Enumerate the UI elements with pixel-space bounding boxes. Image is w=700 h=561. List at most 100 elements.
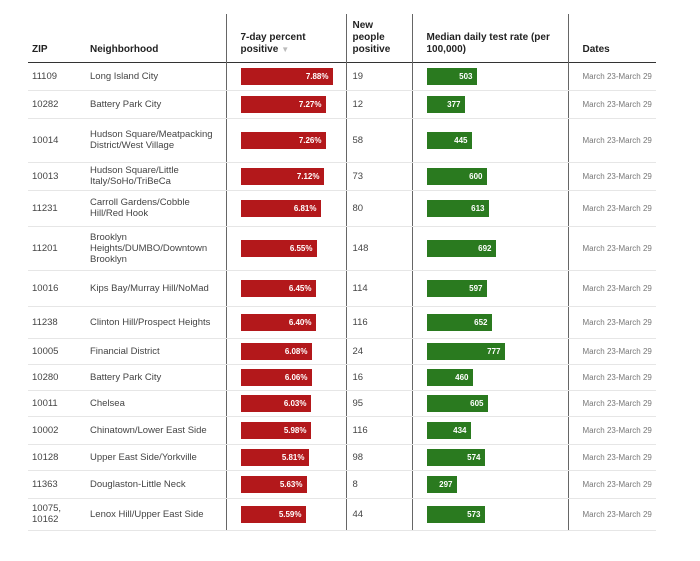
dates-cell: March 23-March 29 <box>567 118 656 163</box>
sort-descending-icon: ▼ <box>281 44 290 54</box>
test-rate-cell: 573 <box>411 498 568 531</box>
test-rate-bar: 573 <box>426 505 485 523</box>
dates-cell: March 23-March 29 <box>567 162 656 191</box>
positive-rate-bar: 6.08% <box>240 342 312 360</box>
header-test-rate[interactable]: Median daily test rate (per 100,000) <box>411 14 568 62</box>
zip-cell: 11231 <box>28 190 86 227</box>
test-rate-cell: 692 <box>411 226 568 271</box>
new-people-cell: 114 <box>345 270 412 307</box>
header-dates[interactable]: Dates <box>567 14 656 62</box>
neighborhood-cell: Carroll Gardens/Cobble Hill/Red Hook <box>86 190 226 227</box>
zip-cell: 10005 <box>28 338 86 365</box>
neighborhood-cell: Brooklyn Heights/DUMBO/Downtown Brooklyn <box>86 226 226 271</box>
positive-cell: 5.59% <box>225 498 346 531</box>
positive-rate-bar: 7.26% <box>240 131 326 149</box>
zip-cell: 10002 <box>28 416 86 445</box>
test-rate-cell: 574 <box>411 444 568 471</box>
positive-rate-bar: 7.12% <box>240 167 324 185</box>
positive-cell: 5.63% <box>225 470 346 499</box>
positive-cell: 6.03% <box>225 390 346 417</box>
positive-cell: 6.40% <box>225 306 346 339</box>
zip-cell: 11201 <box>28 226 86 271</box>
table-header-row: ZIP Neighborhood 7-day percent positive ▼… <box>28 14 656 62</box>
positive-rate-bar: 5.63% <box>240 475 307 493</box>
dates-cell: March 23-March 29 <box>567 338 656 365</box>
neighborhood-cell: Upper East Side/Yorkville <box>86 444 226 471</box>
positive-cell: 6.55% <box>225 226 346 271</box>
header-neighborhood[interactable]: Neighborhood <box>90 43 159 55</box>
new-people-cell: 19 <box>345 62 412 91</box>
table-row: 11109 Long Island City 7.88% 19 503 March 23-… <box>28 62 656 91</box>
positive-cell: 6.81% <box>225 190 346 227</box>
neighborhood-cell: Financial District <box>86 338 226 365</box>
test-rate-cell: 434 <box>411 416 568 445</box>
data-table-container: ZIP Neighborhood 7-day percent positive ▼… <box>28 14 656 531</box>
zip-cell: 10011 <box>28 390 86 417</box>
neighborhood-cell: Chinatown/Lower East Side <box>86 416 226 445</box>
table-row: 10005 Financial District 6.08% 24 777 March 2… <box>28 338 656 365</box>
dates-cell: March 23-March 29 <box>567 270 656 307</box>
new-people-cell: 16 <box>345 364 412 391</box>
test-rate-bar: 613 <box>426 199 489 217</box>
neighborhood-cell: Kips Bay/Murray Hill/NoMad <box>86 270 226 307</box>
header-new-people[interactable]: New people positive <box>345 14 412 62</box>
test-rate-cell: 597 <box>411 270 568 307</box>
test-rate-bar: 777 <box>426 342 505 360</box>
new-people-cell: 8 <box>345 470 412 499</box>
table-row: 10282 Battery Park City 7.27% 12 377 March 23… <box>28 90 656 119</box>
neighborhood-cell: Hudson Square/Meatpacking District/West … <box>86 118 226 163</box>
table-row: 10013 Hudson Square/Little Italy/SoHo/Tri… <box>28 162 656 191</box>
positive-rate-bar: 6.06% <box>240 368 312 386</box>
positive-rate-bar: 6.40% <box>240 313 316 331</box>
table-row: 11363 Douglaston-Little Neck 5.63% 8 297 Marc… <box>28 470 656 499</box>
header-positive[interactable]: 7-day percent positive ▼ <box>225 14 346 62</box>
new-people-cell: 80 <box>345 190 412 227</box>
test-rate-cell: 460 <box>411 364 568 391</box>
neighborhood-cell: Lenox Hill/Upper East Side <box>86 498 226 531</box>
table-body: 11109 Long Island City 7.88% 19 503 March 23-… <box>28 62 656 531</box>
test-rate-bar: 377 <box>426 95 465 113</box>
test-rate-bar: 445 <box>426 131 472 149</box>
dates-cell: March 23-March 29 <box>567 470 656 499</box>
test-rate-cell: 613 <box>411 190 568 227</box>
table-row: 10280 Battery Park City 6.06% 16 460 March 23… <box>28 364 656 391</box>
positive-rate-bar: 6.45% <box>240 279 316 297</box>
test-rate-cell: 297 <box>411 470 568 499</box>
neighborhood-cell: Long Island City <box>86 62 226 91</box>
zip-cell: 11109 <box>28 62 86 91</box>
zip-cell: 10280 <box>28 364 86 391</box>
positive-cell: 6.08% <box>225 338 346 365</box>
dates-cell: March 23-March 29 <box>567 390 656 417</box>
table-row: 10014 Hudson Square/Meatpacking District/… <box>28 118 656 163</box>
neighborhood-cell: Chelsea <box>86 390 226 417</box>
neighborhood-cell: Douglaston-Little Neck <box>86 470 226 499</box>
test-rate-cell: 605 <box>411 390 568 417</box>
dates-cell: March 23-March 29 <box>567 306 656 339</box>
new-people-cell: 98 <box>345 444 412 471</box>
dates-cell: March 23-March 29 <box>567 90 656 119</box>
new-people-cell: 95 <box>345 390 412 417</box>
new-people-cell: 116 <box>345 416 412 445</box>
dates-cell: March 23-March 29 <box>567 62 656 91</box>
zip-cell: 10014 <box>28 118 86 163</box>
positive-cell: 5.98% <box>225 416 346 445</box>
test-rate-bar: 600 <box>426 167 487 185</box>
header-zip[interactable]: ZIP <box>32 43 48 55</box>
new-people-cell: 148 <box>345 226 412 271</box>
test-rate-bar: 597 <box>426 279 487 297</box>
test-rate-bar: 652 <box>426 313 492 331</box>
table-row: 10016 Kips Bay/Murray Hill/NoMad 6.45% 114 5… <box>28 270 656 307</box>
new-people-cell: 73 <box>345 162 412 191</box>
test-rate-cell: 600 <box>411 162 568 191</box>
test-rate-bar: 434 <box>426 421 471 439</box>
test-rate-cell: 377 <box>411 90 568 119</box>
positive-cell: 5.81% <box>225 444 346 471</box>
test-rate-bar: 503 <box>426 67 477 85</box>
positive-rate-bar: 5.98% <box>240 421 311 439</box>
dates-cell: March 23-March 29 <box>567 190 656 227</box>
zip-positivity-table: ZIP Neighborhood 7-day percent positive ▼… <box>28 14 656 531</box>
new-people-cell: 116 <box>345 306 412 339</box>
dates-cell: March 23-March 29 <box>567 416 656 445</box>
table-row: 10075, 10162 Lenox Hill/Upper East Side 5.… <box>28 498 656 531</box>
table-row: 11238 Clinton Hill/Prospect Heights 6.40% 1… <box>28 306 656 339</box>
